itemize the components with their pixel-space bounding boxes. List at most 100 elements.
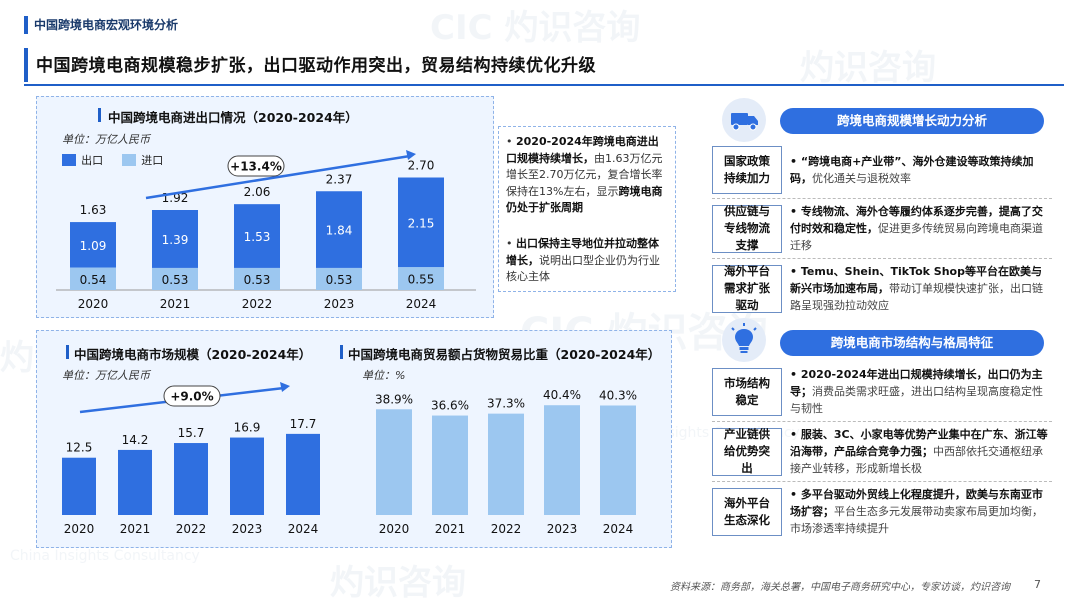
analysis-row: 供应链与专线物流支撑 • 专线物流、海外仓等履约体系逐步完善，提高了交付时效和稳定… <box>712 199 1052 258</box>
watermark: CIC 灼识咨询 <box>430 0 640 49</box>
legend-label-import: 进口 <box>141 154 164 167</box>
import-export-unit: 单位：万亿人民币 <box>62 133 150 146</box>
trade-share-chart-title: 中国跨境电商贸易额占货物贸易比重（2020-2024年） <box>348 347 661 362</box>
truck-icon-graphic <box>731 113 758 131</box>
page-number: 7 <box>1034 578 1041 591</box>
growth-drivers-rows: 国家政策持续加力 • “跨境电商+产业带”、海外仓建设等政策持续加码，优化通关与退… <box>712 142 1052 318</box>
tick-label-year: 2022 <box>176 522 207 536</box>
watermark-cn: 灼识咨询 <box>800 48 936 88</box>
legend-swatch-import <box>122 153 137 166</box>
legend-swatch-export <box>62 153 76 166</box>
data-label: 17.7 <box>290 417 317 431</box>
data-label: 40.3% <box>599 388 637 402</box>
market-structure-rows: 市场结构稳定 • 2020-2024年进出口规模持续增长，出口仍为主导；消费品类需… <box>712 362 1052 541</box>
bar-market-size <box>286 433 320 515</box>
chart-title-accent <box>66 345 69 359</box>
bar-market-size <box>230 437 264 515</box>
page-title: 中国跨境电商规模稳步扩张，出口驱动作用突出，贸易结构持续优化升级 <box>36 56 596 76</box>
row-text-body: 优化通关与退税效率 <box>812 172 911 185</box>
row-label: 海外平台生态深化 <box>712 487 782 536</box>
market-size-unit: 单位：万亿人民币 <box>62 369 150 382</box>
row-text-bold: • 2020-2024年进出口规模持续增长，出口仍为主导； <box>790 368 1043 398</box>
market-size-chart-title: 中国跨境电商市场规模（2020-2024年） <box>74 347 312 362</box>
bar-export <box>70 222 116 268</box>
bar-import <box>316 267 362 290</box>
data-label: 38.9% <box>375 392 413 406</box>
import-export-chart: 0.541.091.6320200.531.391.9220210.531.53… <box>56 150 476 311</box>
analysis-row: 市场结构稳定 • 2020-2024年进出口规模持续增长，出口仍为主导；消费品类需… <box>712 362 1052 421</box>
row-label: 国家政策持续加力 <box>712 146 782 194</box>
bar-import <box>152 267 198 290</box>
data-label: 16.9 <box>234 421 261 435</box>
growth-rate-label: +9.0% <box>170 390 213 404</box>
data-label-export: 1.39 <box>162 233 189 247</box>
growth-rate-label-frame <box>163 385 221 407</box>
row-text-body: 促进更多传统贸易向跨境电商渠道迁移 <box>790 222 1043 252</box>
growth-rate-label-frame <box>227 155 285 177</box>
tick-label-year: 2023 <box>232 522 263 536</box>
summary-bullet-2-text: 说明出口型企业仍为行业核心主体 <box>506 253 660 284</box>
bar-export <box>316 191 362 268</box>
market-structure-pill: 跨境电商市场结构与格局特征 <box>780 330 1044 356</box>
legend-label-export: 出口 <box>81 154 104 167</box>
row-text: • 服装、3C、小家电等优势产业集中在广东、浙江等沿海带，产品综合竞争力强；中西… <box>790 426 1052 477</box>
row-text-bold: • 多平台驱动外贸线上化程度提升，欧美与东南亚市场扩容； <box>790 488 1043 518</box>
watermark: 灼识咨询 <box>800 40 936 89</box>
row-label: 产业链供给优势突出 <box>712 427 782 476</box>
bar-import <box>70 267 116 290</box>
analysis-row: 海外平台生态深化 • 多平台驱动外贸线上化程度提升，欧美与东南亚市场扩容；平台生态… <box>712 482 1052 541</box>
tick-label-year: 2024 <box>603 522 634 536</box>
tick-label-year: 2024 <box>406 297 437 311</box>
data-label-export: 1.84 <box>326 224 353 238</box>
tick-label-year: 2022 <box>491 522 522 536</box>
growth-arrow <box>145 154 411 200</box>
growth-arrow-head <box>406 150 416 160</box>
bar-trade-share <box>488 413 524 515</box>
row-divider <box>712 198 1052 199</box>
bar-export <box>398 177 444 268</box>
row-text-bold: • 服装、3C、小家电等优势产业集中在广东、浙江等沿海带，产品综合竞争力强； <box>790 428 1048 458</box>
summary-bullet-1: • 2020-2024年跨境电商进出口规模持续增长，由1.63万亿元增长至2.7… <box>506 135 663 214</box>
bar-trade-share <box>432 415 468 515</box>
data-label: 37.3% <box>487 397 525 411</box>
tick-label-year: 2021 <box>435 522 466 536</box>
trade-share-unit: 单位：% <box>362 369 406 382</box>
bar-trade-share <box>376 409 412 515</box>
tick-label-year: 2023 <box>547 522 578 536</box>
watermark: 灼识咨询 <box>330 555 466 604</box>
data-label-import: 0.53 <box>162 273 189 287</box>
data-label-total: 2.70 <box>408 159 435 173</box>
row-text-body: 带动订单规模快速扩张，出口链路呈现强劲拉动效应 <box>790 282 1043 312</box>
data-label: 12.5 <box>66 441 93 455</box>
section-label: 中国跨境电商宏观环境分析 <box>34 18 179 32</box>
chart-title-accent <box>98 108 101 122</box>
summary-bullet-1-bold: 2020-2024年跨境电商进出口规模持续增长， <box>506 135 659 165</box>
row-divider <box>712 258 1052 259</box>
row-text-body: 中西部依托交通枢纽承接产业转移，形成新增长极 <box>790 445 1043 475</box>
row-text-body: 消费品类需求旺盛，进出口结构呈现高度稳定性与韧性 <box>790 385 1043 415</box>
data-label-import: 0.53 <box>244 273 271 287</box>
bar-import <box>234 267 280 290</box>
row-text: • “跨境电商+产业带”、海外仓建设等政策持续加码，优化通关与退税效率 <box>790 153 1052 187</box>
bar-market-size <box>118 449 152 515</box>
source-note: 资料来源：商务部，海关总署，中国电子商务研究中心，专家访谈，灼识咨询 <box>670 582 1010 593</box>
tick-label-year: 2022 <box>242 297 273 311</box>
analysis-row: 海外平台需求扩张驱动 • Temu、Shein、TikTok Shop等平台在欧美… <box>712 259 1052 318</box>
tick-label-year: 2020 <box>78 297 109 311</box>
import-export-chart-title: 中国跨境电商进出口情况（2020-2024年） <box>108 110 358 125</box>
row-text-bold: • Temu、Shein、TikTok Shop等平台在欧美与新兴市场加速布局， <box>790 265 1042 295</box>
analysis-row: 产业链供给优势突出 • 服装、3C、小家电等优势产业集中在广东、浙江等沿海带，产品… <box>712 422 1052 481</box>
bar-export <box>152 210 198 268</box>
bar-export <box>234 204 280 268</box>
row-text: • 2020-2024年进出口规模持续增长，出口仍为主导；消费品类需求旺盛，进出… <box>790 366 1052 417</box>
truck-icon <box>722 98 766 142</box>
data-label: 14.2 <box>122 433 149 447</box>
watermark-cn: 灼识咨询 <box>330 563 466 603</box>
summary-box <box>498 126 676 292</box>
growth-drivers-pill: 跨境电商规模增长动力分析 <box>780 108 1044 134</box>
watermark-en: China Insights Consultancy <box>10 548 200 564</box>
row-divider <box>712 421 1052 422</box>
data-label: 15.7 <box>178 426 205 440</box>
row-text: • 专线物流、海外仓等履约体系逐步完善，提高了交付时效和稳定性，促进更多传统贸易… <box>790 203 1052 254</box>
tick-label-year: 2024 <box>288 522 319 536</box>
